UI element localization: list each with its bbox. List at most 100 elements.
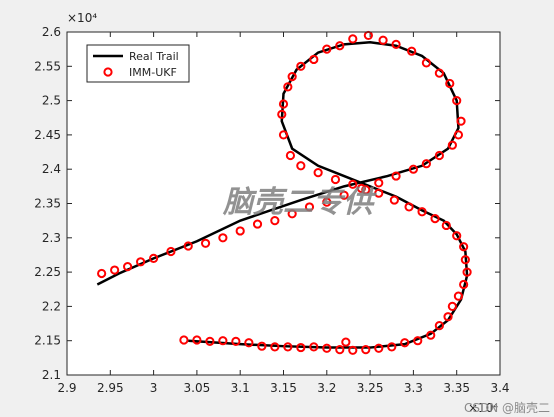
x-tick-label: 3.25 — [357, 381, 384, 395]
marker — [378, 35, 388, 45]
y-tick-label: 2.5 — [42, 94, 61, 108]
marker — [374, 343, 384, 353]
marker — [391, 39, 401, 49]
marker — [434, 150, 444, 161]
y-tick-label: 2.3 — [42, 231, 61, 245]
marker — [200, 238, 211, 248]
marker — [97, 268, 107, 279]
marker — [278, 99, 289, 109]
marker — [296, 61, 306, 71]
marker — [296, 342, 306, 353]
marker — [421, 159, 431, 169]
marker — [452, 96, 462, 106]
marker — [453, 130, 464, 140]
annotation: 脑壳二专供 — [222, 185, 377, 220]
marker — [456, 116, 466, 126]
y-tick-label: 2.15 — [34, 334, 61, 348]
marker — [447, 140, 457, 150]
marker — [218, 336, 228, 346]
marker — [335, 345, 345, 355]
marker — [387, 342, 397, 352]
marker — [417, 207, 427, 217]
x-tick-label: 3.2 — [317, 381, 336, 395]
marker — [447, 301, 457, 311]
marker — [136, 257, 146, 267]
marker — [445, 78, 455, 89]
marker — [430, 213, 440, 224]
marker — [389, 195, 399, 205]
marker — [218, 233, 228, 243]
marker — [348, 179, 358, 189]
marker — [459, 242, 469, 252]
watermark: CSDN @脑壳二 — [464, 401, 550, 415]
marker — [183, 241, 193, 251]
marker — [426, 330, 436, 340]
marker — [413, 336, 423, 346]
marker — [408, 164, 418, 174]
marker — [434, 321, 444, 331]
marker — [322, 44, 332, 54]
marker — [361, 185, 371, 195]
marker — [277, 109, 287, 119]
marker — [374, 178, 384, 188]
marker — [434, 68, 444, 78]
marker — [304, 202, 315, 212]
axes-box — [66, 31, 501, 376]
marker — [309, 54, 319, 65]
y-tick-label: 2.4 — [42, 162, 61, 176]
marker — [339, 190, 349, 200]
marker — [462, 267, 472, 277]
marker — [391, 171, 401, 181]
x-tick-label: 3 — [150, 381, 158, 395]
y-tick-label: 2.55 — [34, 59, 61, 73]
x-tick-label: 2.9 — [57, 381, 76, 395]
marker — [296, 161, 306, 171]
x-tick-label: 3.4 — [490, 381, 509, 395]
y-tick-label: 2.35 — [34, 197, 61, 211]
y-exponent: ×10⁴ — [67, 11, 97, 25]
marker — [348, 34, 358, 44]
x-tick-label: 3.35 — [443, 381, 470, 395]
marker — [441, 220, 451, 231]
marker — [407, 46, 417, 56]
x-tick-label: 2.95 — [97, 381, 124, 395]
marker — [443, 312, 453, 322]
marker — [348, 345, 358, 355]
marker — [374, 188, 384, 198]
legend-label: IMM-UKF — [129, 66, 177, 79]
marker — [335, 41, 345, 51]
y-tick-label: 2.25 — [34, 265, 61, 279]
marker — [404, 202, 414, 212]
axes-bg — [67, 32, 500, 375]
y-tick-label: 2.6 — [42, 25, 61, 39]
y-tick-label: 2.2 — [42, 299, 61, 313]
legend-box — [86, 44, 190, 83]
marker — [257, 341, 267, 351]
marker — [231, 336, 241, 346]
marker — [283, 82, 293, 92]
y-tick-label: 2.1 — [42, 368, 61, 382]
marker — [309, 342, 319, 352]
marker — [270, 342, 280, 352]
marker — [123, 262, 133, 272]
x-tick-label: 3.1 — [231, 381, 250, 395]
marker — [179, 335, 189, 345]
marker — [110, 265, 120, 275]
marker — [252, 219, 263, 229]
x-tick-label: 3.05 — [184, 381, 211, 395]
marker — [166, 246, 176, 257]
marker — [205, 336, 215, 346]
marker — [460, 255, 470, 265]
marker — [149, 253, 159, 263]
marker — [285, 150, 296, 161]
x-tick-label: 3.3 — [404, 381, 423, 395]
marker — [453, 291, 464, 301]
marker — [452, 231, 462, 241]
marker — [341, 337, 351, 347]
legend-label: Real Trail — [129, 50, 179, 63]
marker — [287, 209, 297, 219]
marker — [192, 335, 202, 345]
x-tick-label: 3.15 — [270, 381, 297, 395]
